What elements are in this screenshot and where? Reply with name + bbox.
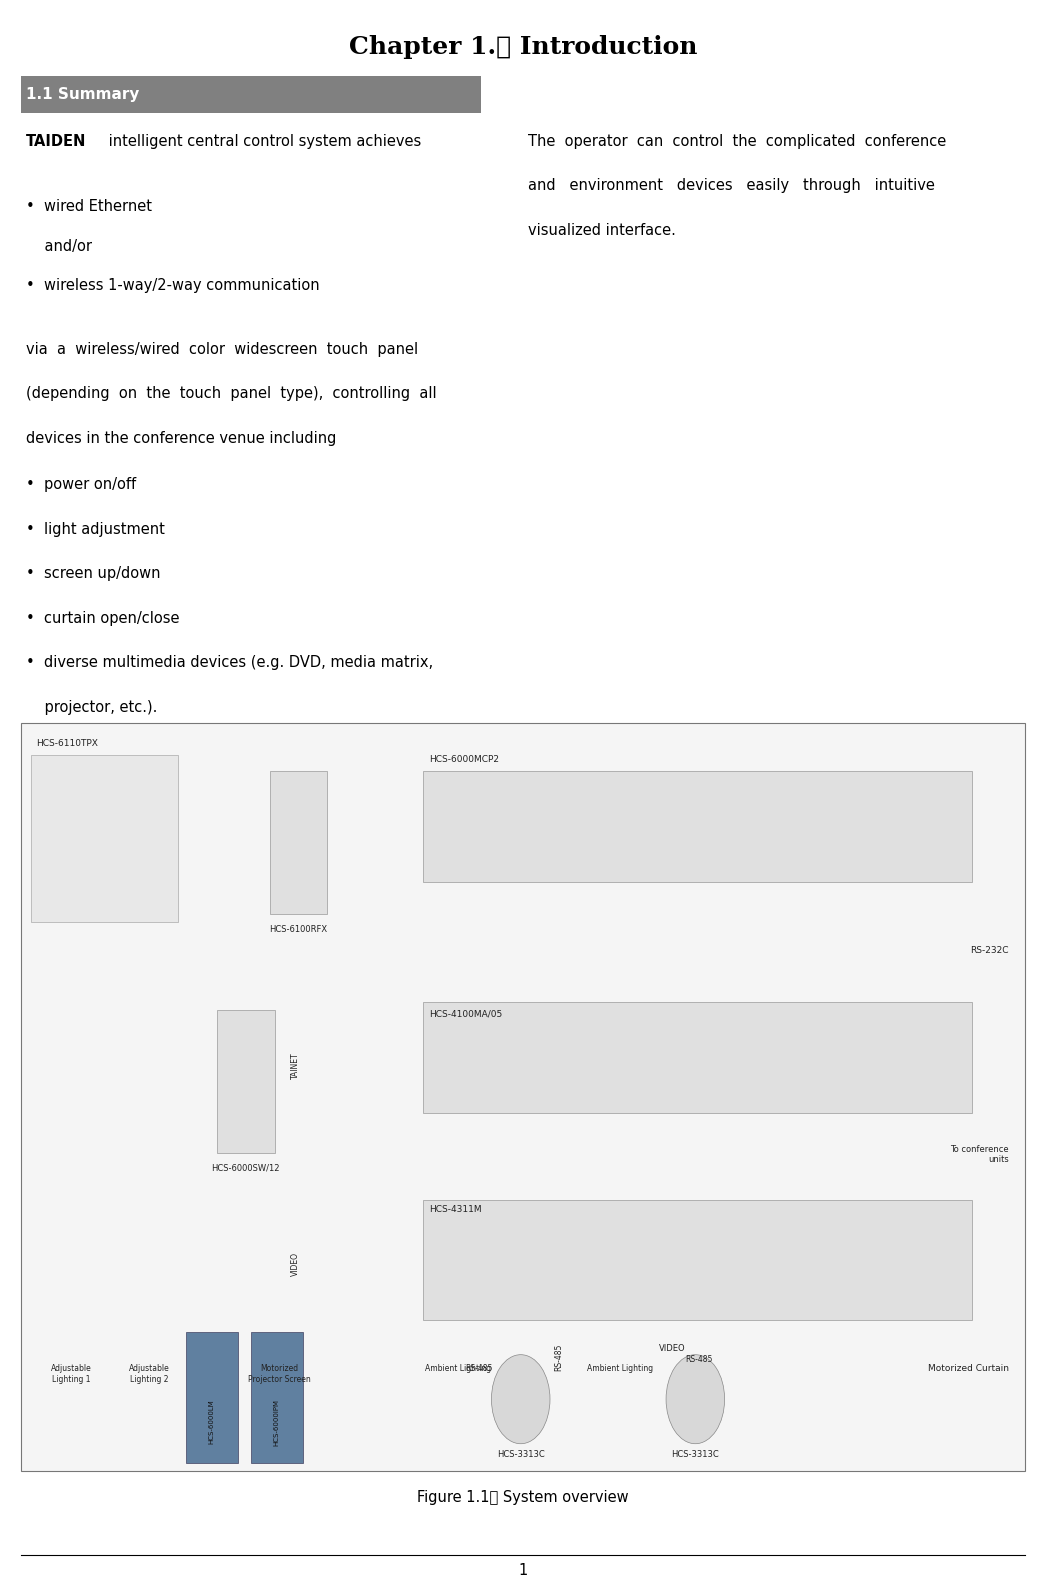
Circle shape [667, 1355, 725, 1444]
Bar [251, 1332, 304, 1463]
Text: HCS-6100RFX: HCS-6100RFX [269, 925, 327, 935]
Text: •  wireless 1-way/2-way communication: • wireless 1-way/2-way communication [26, 278, 320, 293]
Text: TAIDEN: TAIDEN [26, 134, 87, 148]
Text: •  light adjustment: • light adjustment [26, 522, 165, 536]
Text: To conference
units: To conference units [950, 1145, 1009, 1164]
Text: RS-232C: RS-232C [970, 946, 1009, 956]
Text: HCS-3313C: HCS-3313C [672, 1450, 719, 1460]
Bar [423, 1200, 972, 1320]
Text: •  diverse multimedia devices (e.g. DVD, media matrix,: • diverse multimedia devices (e.g. DVD, … [26, 655, 434, 669]
Bar [270, 771, 327, 914]
Bar [32, 755, 178, 922]
Text: visualized interface.: visualized interface. [528, 223, 676, 237]
Text: Adjustable
Lighting 2: Adjustable Lighting 2 [129, 1364, 170, 1383]
Bar [423, 1002, 972, 1113]
Text: HCS-6000SW/12: HCS-6000SW/12 [212, 1164, 280, 1173]
Text: intelligent central control system achieves: intelligent central control system achie… [104, 134, 421, 148]
Text: 1.1 Summary: 1.1 Summary [26, 87, 140, 102]
Text: RS-485: RS-485 [466, 1364, 493, 1374]
Text: Chapter 1.　 Introduction: Chapter 1. Introduction [348, 35, 697, 59]
Text: The  operator  can  control  the  complicated  conference: The operator can control the complicated… [528, 134, 946, 148]
Text: HCS-6000MCP2: HCS-6000MCP2 [428, 755, 498, 765]
Text: •  wired Ethernet: • wired Ethernet [26, 199, 152, 213]
Text: projector, etc.).: projector, etc.). [26, 700, 158, 714]
Text: HCS-3313C: HCS-3313C [497, 1450, 545, 1460]
Text: VIDEO: VIDEO [291, 1251, 300, 1277]
Bar [186, 1332, 238, 1463]
Text: 1: 1 [518, 1563, 528, 1577]
Text: HCS-4311M: HCS-4311M [428, 1205, 481, 1215]
Bar [423, 771, 972, 882]
Bar [218, 1010, 275, 1153]
Text: RS-485: RS-485 [554, 1344, 563, 1371]
Text: •  power on/off: • power on/off [26, 477, 136, 491]
Bar [21, 76, 481, 113]
Circle shape [492, 1355, 550, 1444]
Text: HCS-6000IPM: HCS-6000IPM [273, 1399, 279, 1447]
Text: Motorized
Projector Screen: Motorized Projector Screen [248, 1364, 311, 1383]
Text: Ambient Lighting: Ambient Lighting [587, 1364, 653, 1374]
Text: Figure 1.1　 System overview: Figure 1.1 System overview [417, 1490, 628, 1504]
Text: Ambient Lighting: Ambient Lighting [425, 1364, 491, 1374]
Text: HCS-4100MA/05: HCS-4100MA/05 [428, 1010, 501, 1019]
Text: Motorized Curtain: Motorized Curtain [928, 1364, 1009, 1374]
Text: VIDEO: VIDEO [659, 1344, 686, 1353]
Text: via  a  wireless/wired  color  widescreen  touch  panel: via a wireless/wired color widescreen to… [26, 342, 418, 356]
Text: HCS-6110TPX: HCS-6110TPX [37, 739, 98, 749]
Text: HCS-6000LM: HCS-6000LM [208, 1399, 214, 1444]
Text: and   environment   devices   easily   through   intuitive: and environment devices easily through i… [528, 178, 935, 192]
Text: and/or: and/or [26, 238, 92, 253]
Text: Adjustable
Lighting 1: Adjustable Lighting 1 [51, 1364, 91, 1383]
Bar [21, 723, 1025, 1471]
Text: •  curtain open/close: • curtain open/close [26, 611, 180, 625]
Text: •  screen up/down: • screen up/down [26, 566, 161, 580]
Text: RS-485: RS-485 [685, 1355, 712, 1364]
Text: TAINET: TAINET [291, 1053, 300, 1078]
Text: (depending  on  the  touch  panel  type),  controlling  all: (depending on the touch panel type), con… [26, 386, 437, 401]
Text: devices in the conference venue including: devices in the conference venue includin… [26, 431, 336, 445]
